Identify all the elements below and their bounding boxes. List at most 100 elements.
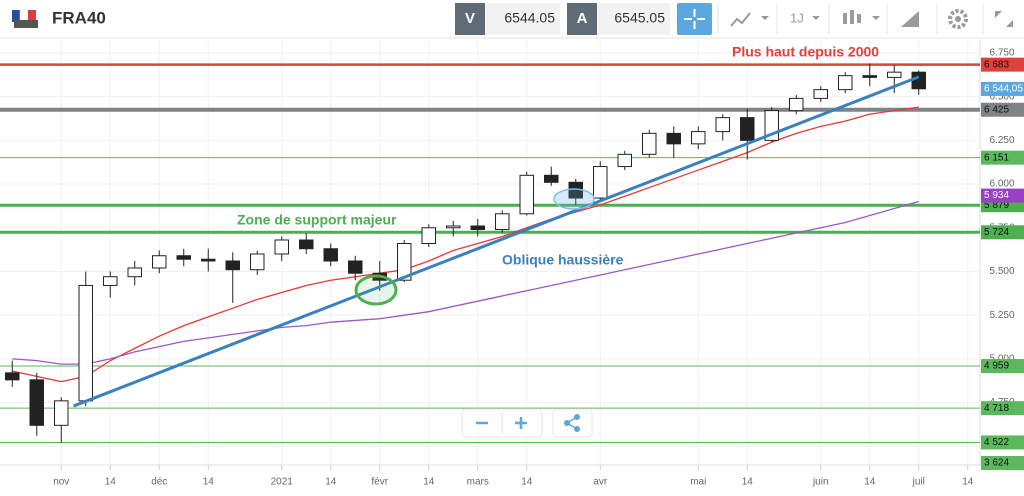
price-tag-label: 4 718 [984,403,1009,414]
price-tag [981,456,1024,470]
x-tick-label: juin [812,477,829,488]
candle-body [421,227,436,244]
candle-body [397,242,412,281]
price-tag [981,225,1024,240]
price-tag-label: 6 683 [984,59,1009,70]
candle-body [103,276,118,286]
candle-body [348,260,363,274]
x-tick-label: 14 [742,477,754,488]
chart-type-button[interactable] [843,10,861,24]
share-box [552,408,593,438]
annotation-trend: Oblique haussière [502,252,624,268]
y-tick-label: 6.250 [989,135,1014,146]
interval-button[interactable]: 1J [790,10,804,25]
candle-body [838,75,853,91]
price-tag [981,359,1024,374]
candle-body [691,131,706,145]
y-tick-label: 6.000 [989,179,1014,190]
support-circle [354,274,398,306]
candle-body [5,372,20,381]
settings-button[interactable] [948,9,968,29]
candle-body [225,260,240,271]
crosshair-button[interactable] [677,3,712,35]
x-tick-label: 14 [864,477,876,488]
symbol[interactable]: FRA40 [52,8,106,27]
candle-body [495,213,510,231]
drawing-button[interactable] [901,11,919,27]
price-tag-label: 6 425 [984,104,1009,115]
candle-body [715,117,730,133]
buy-button[interactable] [567,3,597,35]
moving-average [12,106,919,383]
x-tick-label: mai [690,477,706,488]
y-tick-label: 6.750 [989,48,1014,59]
candle-body [911,71,926,90]
sell-price[interactable]: 6544.05 [504,10,555,26]
candle-body [446,225,461,229]
candle-body [299,239,314,250]
annotation-support: Zone de support majeur [237,212,397,228]
sell-label[interactable]: V [465,10,475,27]
sell-button[interactable] [455,3,485,35]
candle-body [666,132,681,145]
candle-body [740,117,755,141]
price-tag-label: 4 522 [984,437,1009,448]
toolbar: FRA40 V 6544.05 A 6545.05 1J [0,0,1024,39]
candle-body [29,379,44,426]
candle-body [862,75,877,78]
x-tick-label: 14 [105,477,117,488]
candle-body [127,267,142,278]
annotation-high: Plus haut depuis 2000 [732,44,879,60]
flag-icon [12,9,38,28]
x-tick-label: 14 [325,477,337,488]
plot-area: 4.5004.7505.0005.2505.5005.7506.0006.250… [0,40,1024,488]
candle-body [617,153,632,168]
buy-price-box[interactable] [597,3,670,35]
candle-body [323,248,338,262]
candle-body [544,174,559,183]
candle-body [789,97,804,112]
x-tick-label: déc [151,477,167,488]
price-marker [981,188,1024,203]
x-tick-label: 2021 [271,477,294,488]
x-tick-label: juil [912,477,925,488]
price-tag [981,57,1024,72]
candle-body [78,284,93,402]
x-tick-label: nov [53,477,69,488]
price-tag-label: 5 879 [984,200,1009,211]
x-tick-label: 14 [203,477,215,488]
buy-price[interactable]: 6545.05 [614,10,665,26]
candle-body [813,89,828,99]
trendline [72,75,920,408]
price-tag [981,150,1024,165]
indicator-button[interactable] [730,12,751,27]
y-tick-label: 5.250 [989,310,1014,321]
candle-body [593,166,608,199]
price-marker [981,81,1024,96]
zoom-controls [461,408,593,438]
buy-label[interactable]: A [577,10,588,27]
price-tag-label: 6 151 [984,152,1009,163]
x-tick-label: mars [467,477,489,488]
price-tag [981,102,1024,117]
zoom-in[interactable] [515,417,527,429]
candle-body [274,239,289,255]
candle-body [642,132,657,155]
candle-body [176,255,191,260]
price-marker-label: 5 934 [984,190,1009,201]
price-tag-label: 3 624 [984,458,1009,469]
candle-body [519,174,534,215]
y-tick-label: 6.500 [989,91,1014,102]
candle-body [887,71,902,78]
x-tick-label: 14 [423,477,435,488]
fullscreen-button[interactable] [995,11,1013,27]
y-tick-label: 5.000 [989,354,1014,365]
price-tag-label: 4 959 [984,361,1009,372]
share-button[interactable] [564,414,580,432]
candle-body [250,253,265,271]
x-tick-label: 14 [521,477,533,488]
sell-price-box[interactable] [485,3,560,35]
candle-body [201,258,216,262]
candle-body [152,255,167,269]
